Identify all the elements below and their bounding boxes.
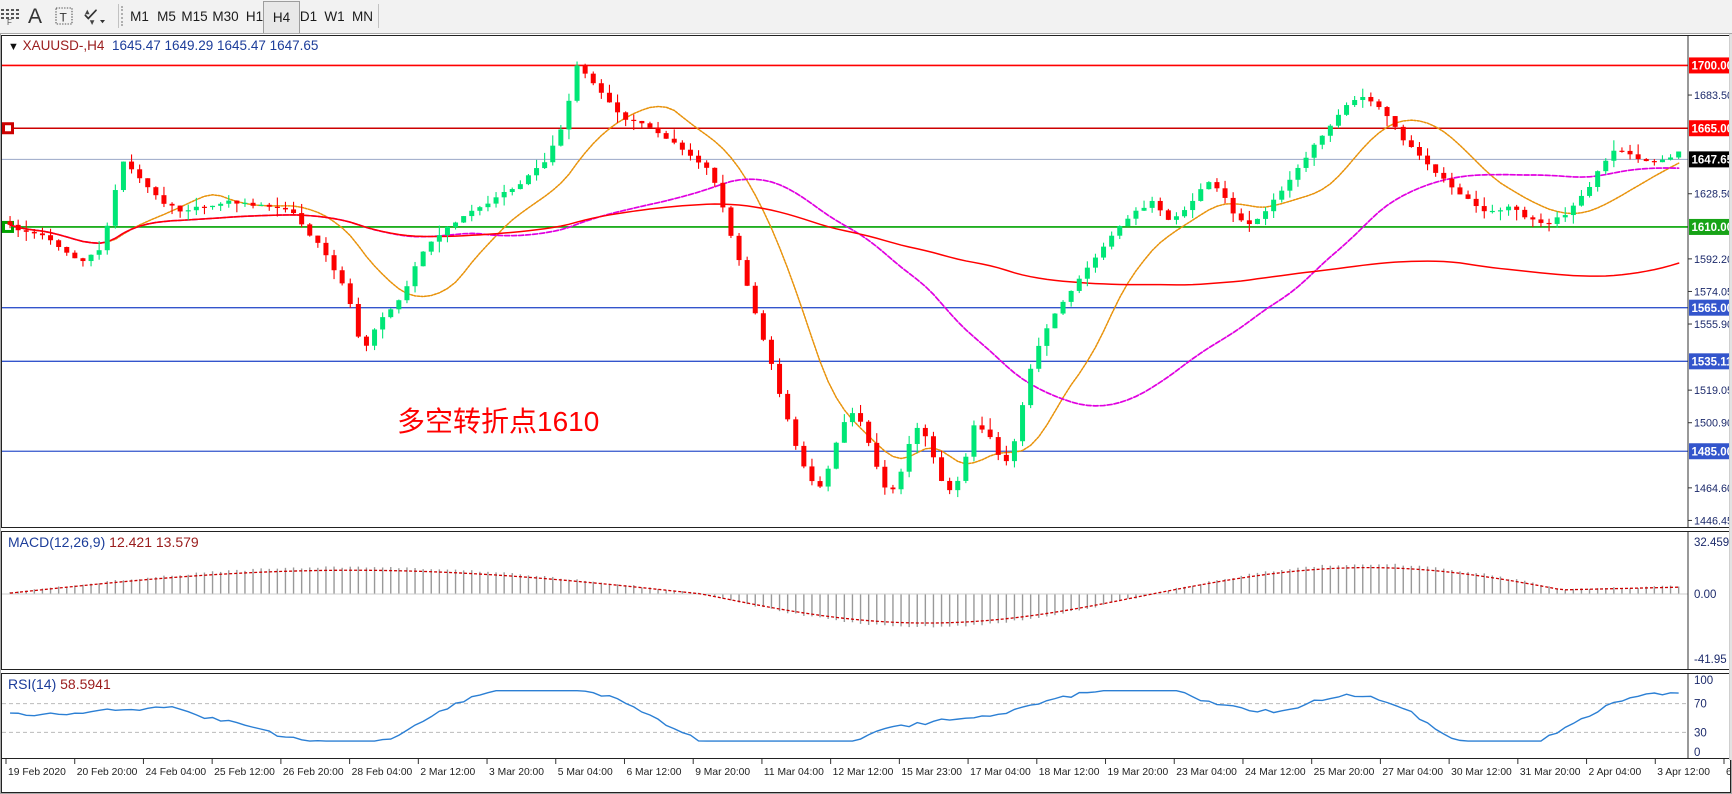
svg-text:23 Mar 04:00: 23 Mar 04:00: [1176, 767, 1237, 778]
svg-text:11 Mar 04:00: 11 Mar 04:00: [764, 767, 824, 778]
svg-text:1535.11: 1535.11: [1692, 357, 1732, 369]
svg-text:2 Mar 12:00: 2 Mar 12:00: [420, 767, 475, 778]
svg-text:24 Mar 12:00: 24 Mar 12:00: [1245, 767, 1306, 778]
svg-text:1683.50: 1683.50: [1694, 90, 1731, 102]
svg-text:9 Mar 20:00: 9 Mar 20:00: [695, 767, 750, 778]
svg-text:0: 0: [1694, 747, 1700, 759]
svg-text:0.00: 0.00: [1694, 589, 1716, 601]
svg-text:25 Mar 20:00: 25 Mar 20:00: [1314, 767, 1375, 778]
svg-text:26 Feb 20:00: 26 Feb 20:00: [283, 767, 344, 778]
svg-text:3 Apr 12:00: 3 Apr 12:00: [1657, 767, 1710, 778]
svg-text:1565.00: 1565.00: [1692, 303, 1732, 315]
svg-text:1610.00: 1610.00: [1692, 222, 1732, 234]
svg-text:-41.95: -41.95: [1694, 654, 1727, 666]
svg-text:1464.60: 1464.60: [1694, 483, 1731, 495]
svg-text:19 Feb 2020: 19 Feb 2020: [8, 767, 66, 778]
svg-text:1574.05: 1574.05: [1694, 286, 1731, 298]
svg-text:100: 100: [1694, 675, 1713, 687]
svg-text:1555.90: 1555.90: [1694, 319, 1731, 331]
svg-text:2 Apr 04:00: 2 Apr 04:00: [1589, 767, 1642, 778]
svg-text:24 Feb 04:00: 24 Feb 04:00: [145, 767, 206, 778]
svg-text:F: F: [7, 18, 12, 25]
svg-text:32.459: 32.459: [1694, 537, 1729, 549]
svg-text:3 Mar 20:00: 3 Mar 20:00: [489, 767, 544, 778]
svg-text:20 Feb 20:00: 20 Feb 20:00: [77, 767, 138, 778]
svg-text:1700.00: 1700.00: [1692, 61, 1732, 73]
svg-text:19 Mar 20:00: 19 Mar 20:00: [1108, 767, 1169, 778]
svg-text:70: 70: [1694, 699, 1707, 711]
svg-text:1592.20: 1592.20: [1694, 254, 1731, 266]
svg-text:15 Mar 23:00: 15 Mar 23:00: [901, 767, 962, 778]
svg-text:12 Mar 12:00: 12 Mar 12:00: [833, 767, 894, 778]
svg-text:6 Apr 20:00: 6 Apr 20:00: [1726, 767, 1731, 778]
svg-text:T: T: [60, 10, 68, 24]
svg-text:18 Mar 12:00: 18 Mar 12:00: [1039, 767, 1100, 778]
svg-text:5 Mar 04:00: 5 Mar 04:00: [558, 767, 613, 778]
svg-text:30 Mar 12:00: 30 Mar 12:00: [1451, 767, 1512, 778]
svg-text:27 Mar 04:00: 27 Mar 04:00: [1382, 767, 1443, 778]
svg-text:1446.45: 1446.45: [1694, 515, 1731, 527]
svg-text:1500.90: 1500.90: [1694, 418, 1731, 430]
svg-text:28 Feb 04:00: 28 Feb 04:00: [352, 767, 413, 778]
svg-text:多空转折点1610: 多空转折点1610: [397, 406, 599, 437]
svg-text:25 Feb 12:00: 25 Feb 12:00: [214, 767, 275, 778]
svg-text:31 Mar 20:00: 31 Mar 20:00: [1520, 767, 1581, 778]
svg-text:6 Mar 12:00: 6 Mar 12:00: [626, 767, 681, 778]
svg-text:1665.00: 1665.00: [1692, 123, 1732, 135]
svg-text:17 Mar 04:00: 17 Mar 04:00: [970, 767, 1031, 778]
svg-text:1485.00: 1485.00: [1692, 446, 1732, 458]
svg-text:1628.50: 1628.50: [1694, 189, 1731, 201]
svg-text:1647.65: 1647.65: [1692, 155, 1732, 167]
svg-text:30: 30: [1694, 727, 1707, 739]
svg-text:1519.05: 1519.05: [1694, 385, 1731, 397]
